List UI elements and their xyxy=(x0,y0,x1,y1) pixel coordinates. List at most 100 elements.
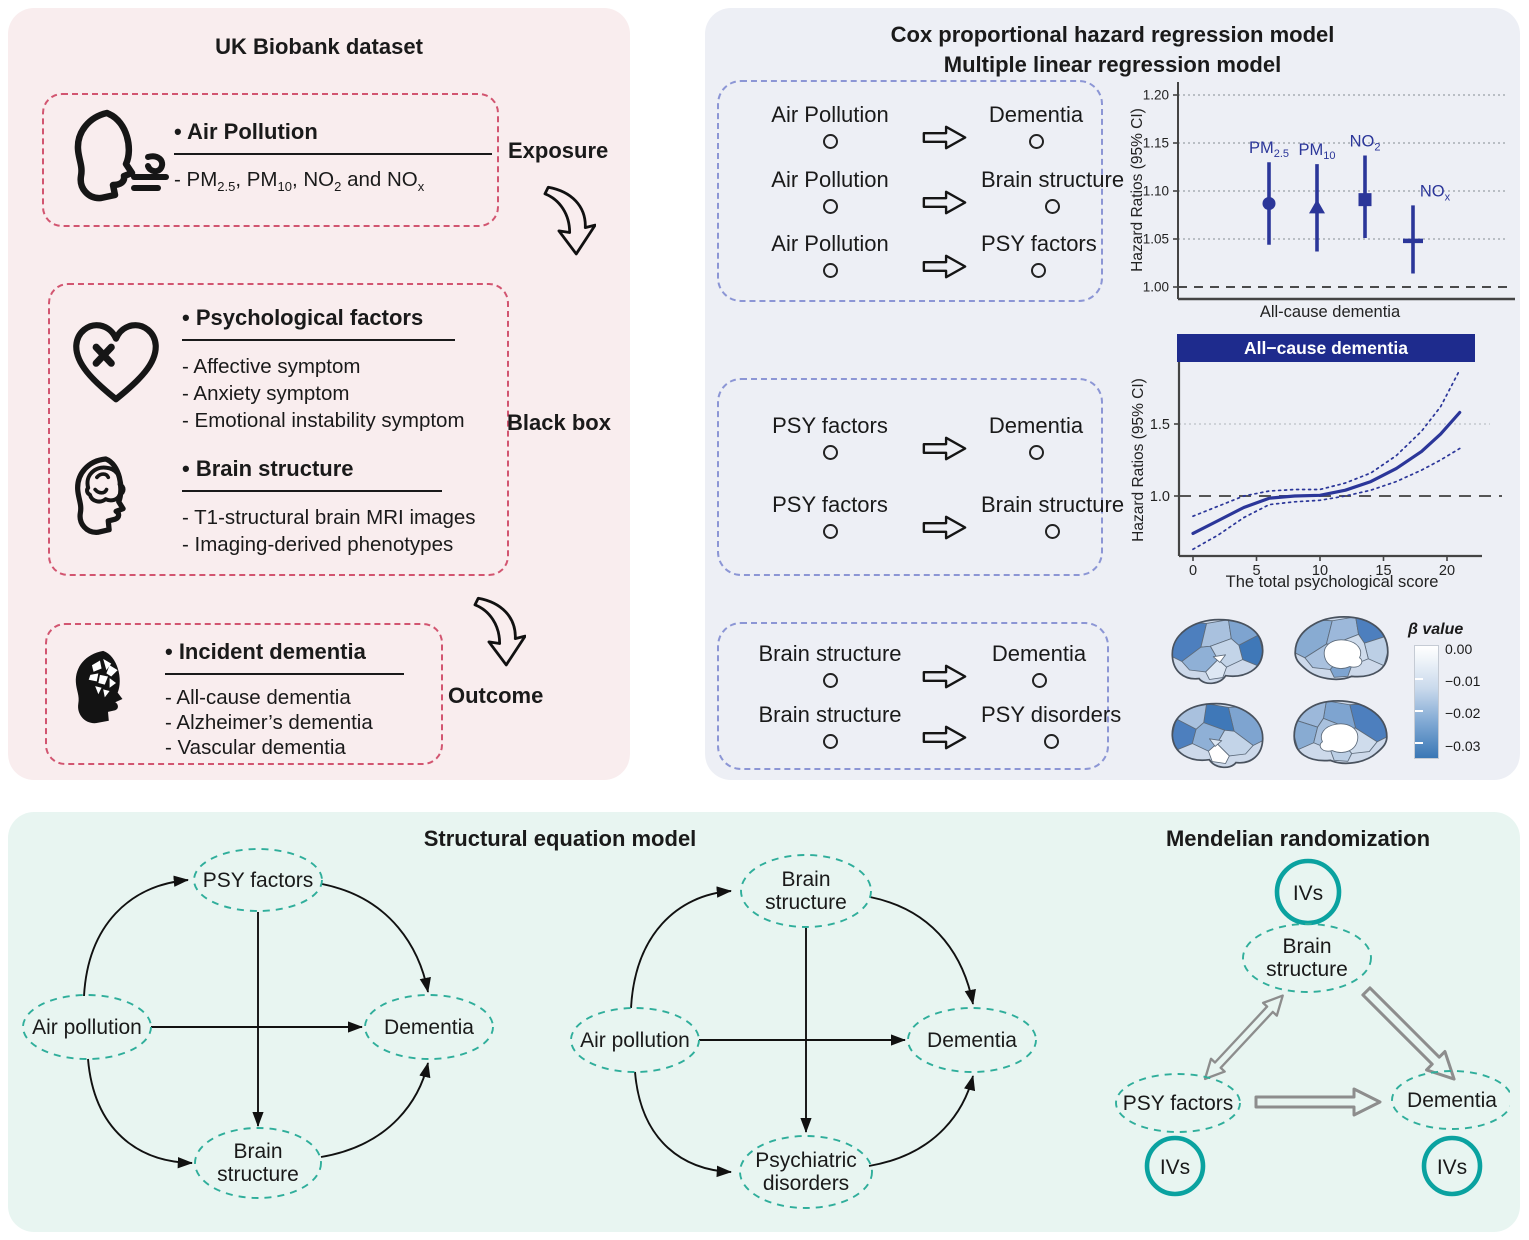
node-circle xyxy=(1028,445,1044,461)
node-circle xyxy=(1031,672,1047,688)
beta-colorbar xyxy=(1414,645,1439,759)
svg-text:5: 5 xyxy=(1252,563,1260,579)
svg-text:10: 10 xyxy=(1312,563,1328,579)
arrow-brain-to-dementia-icon xyxy=(1361,986,1456,1081)
block-arrow-icon xyxy=(922,515,967,540)
block-arrow-icon xyxy=(922,725,967,750)
colorbar-tick: −0.02 xyxy=(1445,705,1481,721)
brainstructure-associations-box: Brain structure Dementia Brain structure… xyxy=(717,622,1121,770)
sem1-psy-node xyxy=(193,848,323,912)
sem2-psyd-label-line1: Psychiatric xyxy=(755,1149,857,1172)
psych-item: - Anxiety symptom xyxy=(182,382,350,405)
association-row: Brain structure Dementia xyxy=(739,641,1097,690)
svg-text:NOx: NOx xyxy=(1420,182,1451,203)
to-label: Brain structure xyxy=(981,491,1125,517)
sem1-psy-label: PSY factors xyxy=(203,869,314,892)
block-arrow-icon xyxy=(922,254,967,279)
double-arrow-icon xyxy=(1203,994,1284,1081)
regression-models-panel: Cox proportional hazard regression model… xyxy=(705,8,1520,780)
node-circle xyxy=(822,523,838,539)
brain-head-icon xyxy=(75,456,126,535)
sem2-airpollution-label: Air pollution xyxy=(580,1029,690,1052)
svg-text:1.0: 1.0 xyxy=(1150,489,1170,505)
from-label: PSY factors xyxy=(772,491,888,517)
face-exhale-icon xyxy=(74,109,169,202)
iv-left-label: IVs xyxy=(1160,1156,1190,1179)
colorbar-tick: −0.01 xyxy=(1445,673,1481,689)
from-label: Brain structure xyxy=(758,702,902,728)
outcome-label: Outcome xyxy=(448,683,544,708)
svg-text:The total psychological score: The total psychological score xyxy=(1226,573,1439,590)
node-circle xyxy=(1028,133,1044,149)
node-circle xyxy=(1045,523,1061,539)
node-circle xyxy=(822,734,838,750)
association-row: PSY factors Dementia xyxy=(739,413,1091,462)
block-arrow-icon xyxy=(922,664,967,689)
iv-circle-right xyxy=(1421,1135,1483,1197)
brain-map-lateral-right xyxy=(1171,702,1264,769)
svg-text:1.20: 1.20 xyxy=(1143,88,1169,103)
association-row: Air Pollution PSY factors xyxy=(739,231,1097,280)
svg-text:20: 20 xyxy=(1439,563,1455,579)
svg-text:NO2: NO2 xyxy=(1350,132,1381,153)
sem2-brain-label-line2: structure xyxy=(765,891,847,914)
to-label: PSY disorders xyxy=(981,702,1122,728)
mr-diagram: IVs Brain structure PSY factors Dementia… xyxy=(1115,858,1510,1197)
svg-text:1.00: 1.00 xyxy=(1143,280,1169,295)
node-circle xyxy=(822,133,838,149)
mr-psyfactors-node xyxy=(1115,1073,1241,1133)
from-label: Air Pollution xyxy=(771,101,889,127)
mr-brain-label-line2: structure xyxy=(1266,958,1348,981)
psych-item: - Emotional instability symptom xyxy=(182,409,465,432)
svg-text:Hazard Ratios (95% CI): Hazard Ratios (95% CI) xyxy=(1130,108,1146,272)
sem2-brain-label-line1: Brain xyxy=(781,868,830,891)
svg-text:PM10: PM10 xyxy=(1299,141,1336,162)
incident-dementia-box: • Incident dementia - All-cause dementia… xyxy=(45,623,443,765)
psych-item: - Affective symptom xyxy=(182,355,361,378)
mr-brainstructure-node xyxy=(1242,923,1372,993)
sem2-airpollution-node xyxy=(570,1007,700,1073)
sem-diagram-1: PSY factors Air pollution Dementia Brain… xyxy=(22,848,494,1199)
sem1-brain-label-line1: Brain xyxy=(233,1140,282,1163)
sem1-brainstructure-node xyxy=(194,1127,322,1199)
brain-structure-heading: • Brain structure xyxy=(182,456,442,492)
node-circle xyxy=(822,198,838,214)
dementia-head-icon xyxy=(75,650,123,724)
exposure-label: Exposure xyxy=(508,138,609,163)
sem2-brainstructure-node xyxy=(740,854,872,928)
node-circle xyxy=(1031,263,1047,279)
right-panel-title-line1: Cox proportional hazard regression model xyxy=(890,22,1335,47)
to-label: Dementia xyxy=(988,413,1084,439)
sem1-airpollution-node xyxy=(22,994,152,1060)
air-pollution-items: - PM2.5, PM10, NO2 and NOx xyxy=(174,168,425,195)
svg-text:All-cause dementia: All-cause dementia xyxy=(1260,303,1401,320)
iv-top-label: IVs xyxy=(1293,882,1323,905)
association-row: Brain structure PSY disorders xyxy=(739,702,1121,751)
sem1-dementia-label: Dementia xyxy=(384,1016,474,1039)
right-panel-title-line2: Multiple linear regression model xyxy=(943,52,1282,77)
curved-down-arrow-icon xyxy=(473,596,526,667)
forest-plot: Hazard Ratios (95% CI) 1.00 1.05 1.10 1.15 1.… xyxy=(1130,82,1515,320)
black-box-label: Black box xyxy=(507,410,611,435)
colorbar-tick: −0.03 xyxy=(1445,738,1481,754)
brain-item: - Imaging-derived phenotypes xyxy=(182,533,454,556)
dementia-item: - Vascular dementia xyxy=(165,736,346,759)
svg-text:1.5: 1.5 xyxy=(1150,417,1170,433)
brain-beta-maps: β value 0.00 −0.01 −0.02 −0.03 xyxy=(1160,605,1515,777)
brain-item: - T1-structural brain MRI images xyxy=(182,506,476,529)
dementia-item: - Alzheimer’s dementia xyxy=(165,711,373,734)
node-circle xyxy=(1045,198,1061,214)
arrow-psy-to-dementia-icon xyxy=(1254,1087,1382,1117)
sem1-airpollution-label: Air pollution xyxy=(32,1016,142,1039)
block-arrow-icon xyxy=(922,190,967,214)
node-circle xyxy=(1043,734,1059,750)
block-arrow-icon xyxy=(922,125,967,150)
air-pollution-heading: • Air Pollution xyxy=(174,119,492,155)
sem2-dementia-label: Dementia xyxy=(927,1029,1017,1052)
from-label: Brain structure xyxy=(758,640,902,666)
to-label: Dementia xyxy=(991,640,1087,666)
svg-text:15: 15 xyxy=(1375,563,1391,579)
air-pollution-box: • Air Pollution - PM2.5, PM10, NO2 and N… xyxy=(42,93,499,227)
curved-down-arrow-icon xyxy=(543,185,596,256)
